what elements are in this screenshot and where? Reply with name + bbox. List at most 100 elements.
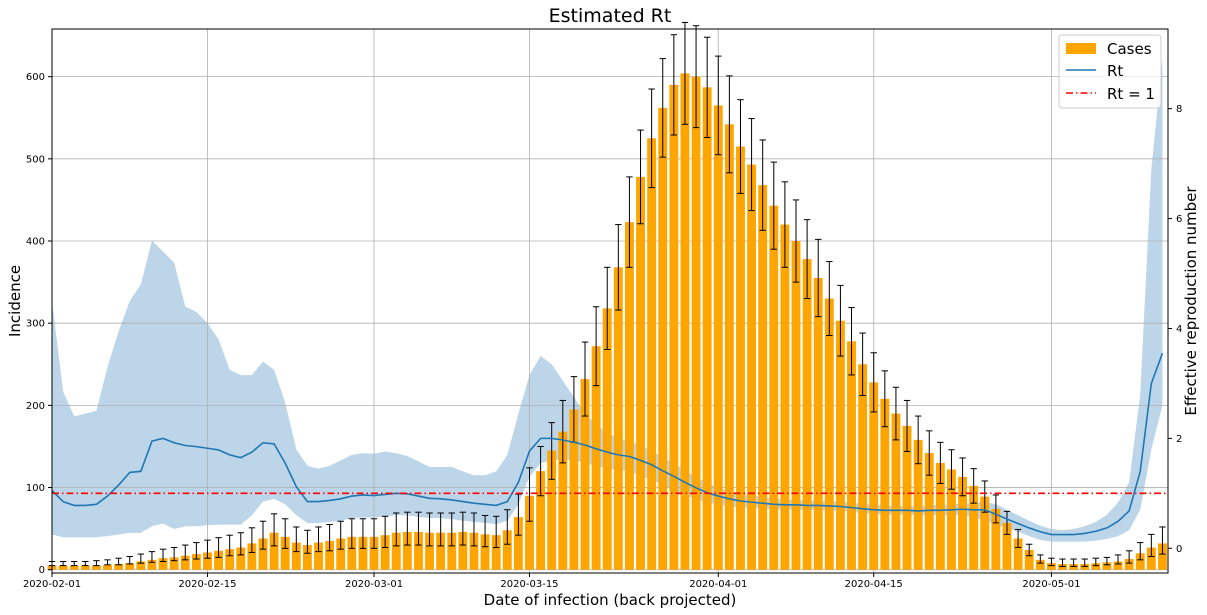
bar-cases-62 — [736, 146, 745, 570]
bar-cases-37 — [458, 531, 468, 570]
bar-cases-48 — [580, 379, 590, 570]
error-bar-75 — [881, 370, 889, 428]
legend-label-cases: Cases — [1107, 40, 1152, 58]
bar-cases-53 — [636, 176, 645, 570]
x-tick-label-2020-05-01: 2020-05-01 — [1022, 579, 1080, 590]
bar-cases-84 — [980, 496, 990, 570]
error-bar-29 — [370, 518, 378, 549]
error-bar-87 — [1014, 528, 1022, 549]
bar-cases-63 — [747, 164, 757, 570]
bar-cases-87 — [1013, 538, 1023, 570]
bar-cases-51 — [613, 267, 623, 570]
x-tick-label-2020-04-01: 2020-04-01 — [689, 579, 747, 590]
bar-cases-7 — [125, 563, 135, 570]
bar-cases-20 — [269, 532, 279, 570]
x-tick-label-2020-04-15: 2020-04-15 — [845, 579, 903, 590]
error-bar-44 — [537, 445, 544, 497]
error-bar-31 — [393, 512, 400, 547]
error-bar-39 — [481, 514, 489, 548]
rt-line-layer — [52, 352, 1168, 536]
error-bar-98 — [1137, 542, 1144, 561]
y-tick-label-600: 600 — [26, 72, 45, 83]
bar-cases-16 — [225, 549, 235, 570]
error-bar-36 — [448, 512, 455, 547]
bar-cases-95 — [1102, 562, 1112, 570]
error-bar-8 — [137, 553, 145, 564]
bar-cases-1 — [58, 565, 68, 570]
bar-cases-86 — [1002, 522, 1012, 570]
bar-cases-64 — [758, 185, 768, 570]
error-bar-46 — [559, 399, 567, 464]
bar-cases-9 — [147, 559, 157, 570]
error-bar-33 — [415, 511, 422, 546]
bar-cases-44 — [536, 471, 546, 570]
bar-cases-43 — [525, 495, 534, 570]
x-tick-label-2020-02-15: 2020-02-15 — [178, 579, 236, 590]
error-bar-5 — [104, 559, 111, 566]
error-bar-30 — [381, 515, 389, 549]
bar-cases-15 — [214, 550, 224, 570]
error-bar-80 — [937, 441, 944, 484]
error-bar-20 — [270, 513, 278, 547]
y-tick-label-0: 0 — [39, 565, 45, 576]
error-bar-34 — [426, 512, 433, 547]
x-axis-title: Date of infection (back projected) — [484, 591, 737, 609]
error-bar-21 — [281, 518, 289, 549]
bar-cases-24 — [314, 542, 323, 570]
bar-cases-27 — [347, 536, 357, 570]
bar-cases-14 — [203, 552, 212, 570]
bar-cases-12 — [180, 555, 190, 570]
error-bars-layer — [48, 21, 1166, 567]
bar-cases-21 — [280, 536, 290, 570]
error-bar-77 — [903, 399, 911, 452]
bar-cases-30 — [380, 535, 390, 570]
error-bar-78 — [914, 415, 922, 465]
bar-cases-40 — [491, 535, 501, 570]
bar-cases-79 — [924, 453, 934, 570]
error-bar-25 — [326, 524, 333, 552]
error-bar-56 — [670, 34, 678, 136]
bar-cases-52 — [624, 222, 634, 570]
bar-cases-38 — [469, 532, 479, 570]
error-bar-27 — [348, 518, 356, 549]
error-bar-100 — [1159, 526, 1166, 555]
bar-cases-11 — [169, 557, 179, 570]
error-bar-54 — [648, 88, 655, 189]
y-tick-label-400: 400 — [26, 237, 45, 248]
y-tick-label-500: 500 — [26, 154, 45, 165]
bar-cases-61 — [724, 124, 734, 570]
bar-cases-81 — [947, 469, 956, 570]
error-bar-23 — [304, 529, 311, 554]
error-bar-19 — [259, 520, 267, 550]
x-tick-label-2020-03-15: 2020-03-15 — [500, 579, 558, 590]
y2-tick-label-4: 4 — [1176, 324, 1182, 335]
error-bar-72 — [848, 307, 855, 376]
error-bar-4 — [93, 560, 100, 567]
error-bar-57 — [681, 21, 689, 125]
bar-cases-66 — [780, 224, 790, 570]
bar-cases-57 — [680, 73, 690, 570]
bar-cases-59 — [702, 87, 712, 570]
bar-cases-26 — [336, 538, 346, 570]
y2-tick-label-2: 2 — [1176, 434, 1182, 445]
error-bar-74 — [870, 352, 877, 413]
error-bar-7 — [126, 556, 133, 565]
bar-cases-17 — [236, 547, 246, 570]
bar-cases-60 — [713, 105, 723, 570]
error-bar-90 — [1048, 557, 1055, 567]
bar-cases-5 — [103, 564, 112, 570]
bar-cases-70 — [824, 298, 834, 570]
legend-label-rt: Rt — [1107, 62, 1123, 80]
bar-cases-97 — [1124, 559, 1134, 570]
bar-cases-47 — [569, 409, 579, 570]
error-bar-91 — [1059, 558, 1066, 567]
error-bar-79 — [926, 430, 933, 476]
x-tick-label-2020-02-01: 2020-02-01 — [23, 579, 81, 590]
error-bar-1 — [59, 560, 67, 567]
bar-cases-36 — [447, 532, 457, 570]
bar-cases-3 — [80, 565, 90, 570]
error-bar-10 — [159, 548, 167, 562]
y2-axis-title: Effective reproduction number — [1182, 186, 1200, 416]
y2-tick-label-6: 6 — [1176, 214, 1182, 225]
